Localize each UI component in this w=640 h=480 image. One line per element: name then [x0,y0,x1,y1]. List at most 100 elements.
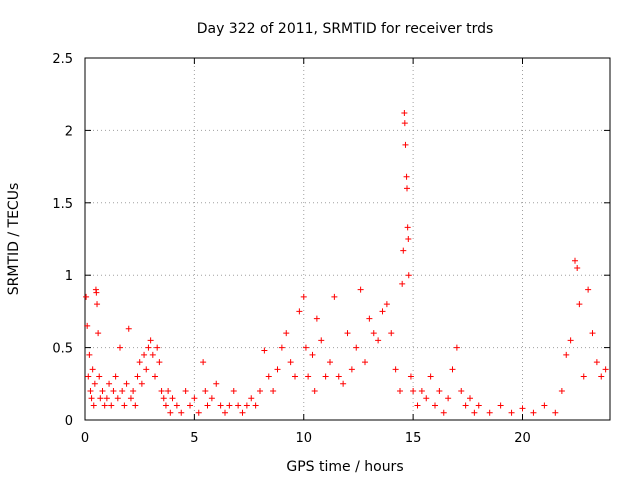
data-point [427,373,434,380]
data-point [353,344,360,351]
data-point [401,110,408,117]
data-point [87,388,94,395]
data-point [440,409,447,416]
data-point [552,409,559,416]
y-tick-label: 0.5 [52,342,73,357]
data-point [200,359,207,366]
data-point [370,330,377,337]
data-point [173,402,180,409]
data-point [300,293,307,300]
data-point [93,289,100,296]
data-point [156,359,163,366]
tick-marks [84,57,610,421]
data-point [572,257,578,264]
data-point [405,272,412,279]
data-point [138,380,145,387]
data-point [89,366,96,373]
data-point [158,388,165,395]
data-point [383,301,390,308]
data-point [462,402,469,409]
data-point [84,322,91,329]
data-point [405,236,412,242]
grid-lines [85,58,610,420]
data-point [357,286,364,293]
data-point [99,388,106,395]
data-point [265,373,272,380]
data-point [83,293,90,300]
data-point [508,409,515,416]
data-point [141,351,148,358]
data-point [208,395,215,402]
data-point [449,366,456,373]
x-tick-label: 5 [190,431,198,446]
data-point [497,402,504,409]
data-point [388,330,395,337]
data-point [397,388,403,395]
data-point [110,388,117,395]
data-point [558,388,565,395]
data-point [375,337,382,344]
data-point [97,395,104,402]
x-tick-labels: 0 5 10 15 20 [81,431,531,446]
data-point [311,388,318,395]
data-point [362,359,368,366]
y-tick-label: 2.5 [52,52,73,67]
data-point [154,344,161,351]
data-point [217,402,224,409]
data-point [580,373,587,380]
data-point [432,402,438,409]
data-point [296,308,303,315]
data-point [453,344,460,351]
data-point [91,380,98,387]
data-point [475,402,482,409]
x-tick-label: 20 [514,431,531,446]
data-point [287,359,294,366]
data-point [445,395,452,402]
data-point [414,402,421,409]
data-point [309,351,316,358]
data-point [399,280,406,287]
data-points [83,110,609,416]
data-point [127,395,134,402]
data-point [261,347,268,354]
data-point [486,409,493,416]
data-point [235,402,242,409]
data-point [392,366,399,373]
x-tick-label: 0 [81,431,89,446]
data-point [404,224,411,231]
data-point [292,373,298,380]
data-point [86,351,93,358]
data-point [283,330,290,337]
data-point [436,388,443,395]
data-point [401,120,408,127]
y-tick-label: 1.5 [52,197,73,212]
data-point [123,380,130,387]
data-point [344,330,351,337]
data-point [169,395,176,402]
data-point [230,388,237,395]
data-point [195,409,202,416]
data-point [403,173,410,180]
data-point [348,366,355,373]
data-point [121,402,128,409]
data-point [134,373,141,380]
data-point [112,373,119,380]
data-point [404,185,410,192]
data-point [270,388,277,395]
data-point [585,286,592,293]
data-point [143,366,150,373]
data-point [213,380,220,387]
data-point [567,337,574,344]
data-point [108,402,115,409]
data-point [598,373,605,380]
data-point [248,395,255,402]
data-point [340,380,347,387]
data-point [423,395,430,402]
y-tick-labels: 0 0.5 1 1.5 2 2.5 [52,52,73,429]
data-point [90,402,97,409]
y-tick-label: 1 [65,269,73,284]
data-point [178,409,185,416]
data-point [576,301,583,308]
data-point [574,264,581,271]
